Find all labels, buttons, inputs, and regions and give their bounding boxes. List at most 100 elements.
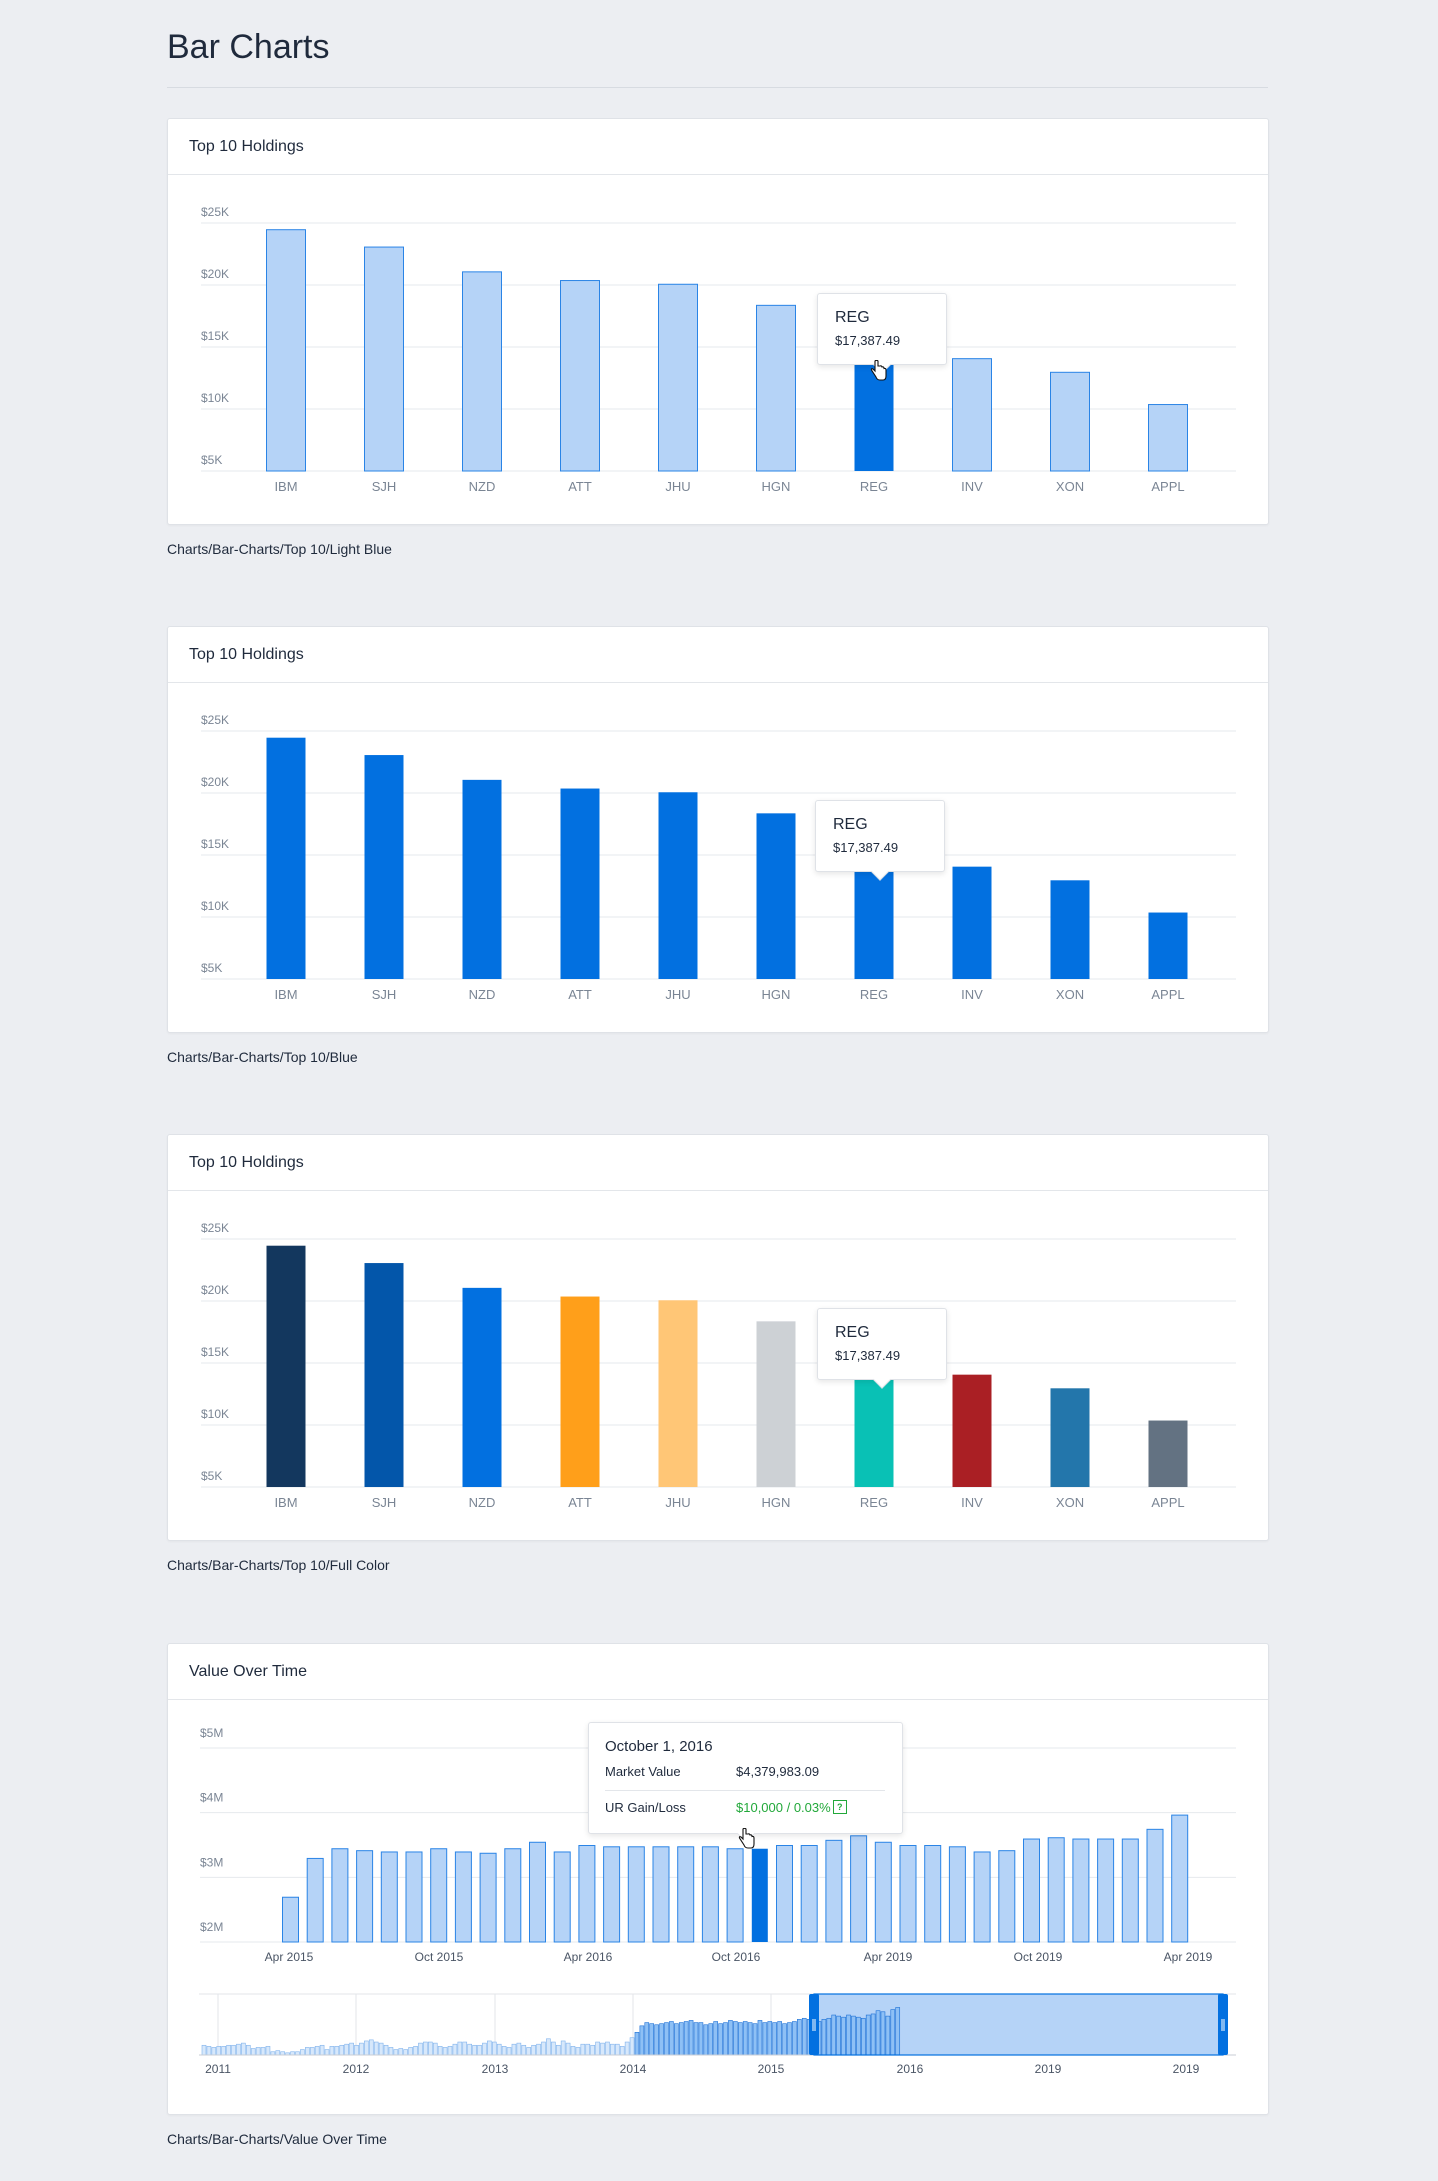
x-tick-label: INV — [961, 1495, 983, 1510]
card-title: Value Over Time — [168, 1644, 1268, 1700]
bar — [850, 1835, 868, 1943]
navigator-bar — [260, 2047, 266, 2056]
y-tick-label: $20K — [201, 267, 229, 281]
gain-value: $10,000 / 0.03% — [736, 1800, 831, 1815]
bar — [479, 1852, 497, 1943]
navigator-bar — [693, 2022, 699, 2056]
bar — [751, 1848, 768, 1942]
navigator-bar — [728, 2020, 733, 2056]
x-tick-label: REG — [860, 987, 888, 1002]
navigator-bar — [742, 2021, 748, 2056]
x-tick-label: Apr 2015 — [265, 1950, 314, 1964]
navigator-bar — [408, 2047, 413, 2056]
help-icon[interactable]: ? — [832, 1800, 847, 1814]
navigator-bar — [683, 2021, 689, 2056]
y-tick-label: $10K — [201, 1407, 229, 1421]
y-tick-label: $4M — [200, 1791, 223, 1805]
bar — [282, 1896, 299, 1943]
navigator-bar — [314, 2046, 320, 2056]
navigator-bar — [477, 2044, 482, 2056]
navigator-bar — [733, 2021, 738, 2056]
navigator-bar — [654, 2024, 659, 2056]
navigator-bar — [368, 2039, 374, 2056]
navigator-bar — [403, 2049, 409, 2056]
navigator-bar — [344, 2043, 349, 2056]
navigator-bar — [772, 2022, 778, 2056]
bar — [1146, 1828, 1164, 1943]
card-title: Top 10 Holdings — [168, 1135, 1268, 1191]
navigator-bar — [482, 2042, 487, 2056]
navigator-bar — [698, 2022, 704, 2056]
navigator-bar — [713, 2021, 718, 2056]
navigator-bar — [664, 2022, 669, 2056]
navigator-handle — [1218, 1994, 1228, 2055]
navigator-bar — [452, 2043, 458, 2056]
navigator-bar — [880, 2011, 886, 2056]
navigator-bar — [851, 2015, 856, 2056]
hand-cursor-icon — [870, 360, 887, 381]
navigator-bar — [747, 2022, 753, 2056]
navigator-bar — [723, 2022, 728, 2056]
navigator-bar — [521, 2044, 527, 2056]
x-tick-label: JHU — [665, 987, 690, 1002]
x-tick-label: SJH — [372, 1495, 397, 1510]
card-title: Top 10 Holdings — [168, 627, 1268, 683]
navigator-bar — [250, 2048, 256, 2056]
navigator-bar — [359, 2042, 364, 2056]
bar-appl — [1148, 1420, 1188, 1487]
y-tick-label: $25K — [201, 713, 229, 727]
x-tick-label: XON — [1056, 479, 1084, 494]
navigator-bar — [639, 2025, 645, 2056]
navigator-bar — [801, 2017, 807, 2056]
bar — [874, 1841, 892, 1943]
navigator-bar — [669, 2021, 674, 2056]
bar — [331, 1848, 349, 1943]
navigator-label: 2015 — [758, 2062, 785, 2076]
navigator-bar — [491, 2041, 497, 2056]
navigator-bar — [634, 2032, 640, 2056]
navigator-label: 2011 — [205, 2062, 231, 2076]
navigator-bar — [501, 2046, 507, 2056]
navigator-bar — [856, 2016, 861, 2056]
navigator-bar — [831, 2014, 837, 2056]
navigator-bar — [787, 2022, 792, 2056]
bar — [924, 1845, 942, 1943]
navigator-bar — [600, 2042, 605, 2056]
y-tick-label: $20K — [201, 1283, 229, 1297]
navigator-bar — [792, 2021, 797, 2056]
navigator-bar — [590, 2044, 595, 2056]
navigator-bar — [836, 2015, 841, 2056]
x-tick-label: INV — [961, 479, 983, 494]
bar — [430, 1848, 448, 1943]
navigator-bar — [373, 2041, 379, 2056]
navigator-bar — [826, 2017, 832, 2056]
navigator-bar — [777, 2021, 782, 2056]
x-tick-label: HGN — [762, 479, 791, 494]
navigator-bar — [241, 2042, 246, 2056]
y-tick-label: $25K — [201, 205, 229, 219]
bar — [553, 1851, 571, 1943]
navigator-bar — [846, 2014, 851, 2056]
navigator-bar — [885, 2015, 891, 2056]
navigator-bar — [629, 2037, 635, 2056]
bar-appl — [1148, 912, 1188, 979]
navigator-bar — [329, 2046, 335, 2056]
bar — [652, 1846, 670, 1943]
bar-ibm — [266, 1245, 306, 1487]
navigator-bar — [555, 2044, 561, 2056]
navigator-bar — [423, 2041, 428, 2056]
navigator-bar — [875, 2010, 881, 2056]
navigator-bar — [432, 2042, 438, 2056]
y-tick-label: $5K — [201, 453, 222, 467]
navigator-bar — [265, 2046, 271, 2056]
bar-att — [560, 1296, 600, 1487]
navigator-label: 2016 — [897, 2062, 924, 2076]
navigator-bar — [428, 2041, 433, 2056]
navigator-bar — [752, 2023, 758, 2056]
x-tick-label: ATT — [568, 987, 592, 1002]
navigator-bar — [659, 2023, 664, 2056]
bar — [1072, 1838, 1090, 1943]
navigator-bar — [206, 2046, 212, 2056]
navigator-bar — [201, 2044, 207, 2056]
tooltip-value: $17,387.49 — [835, 1348, 901, 1363]
